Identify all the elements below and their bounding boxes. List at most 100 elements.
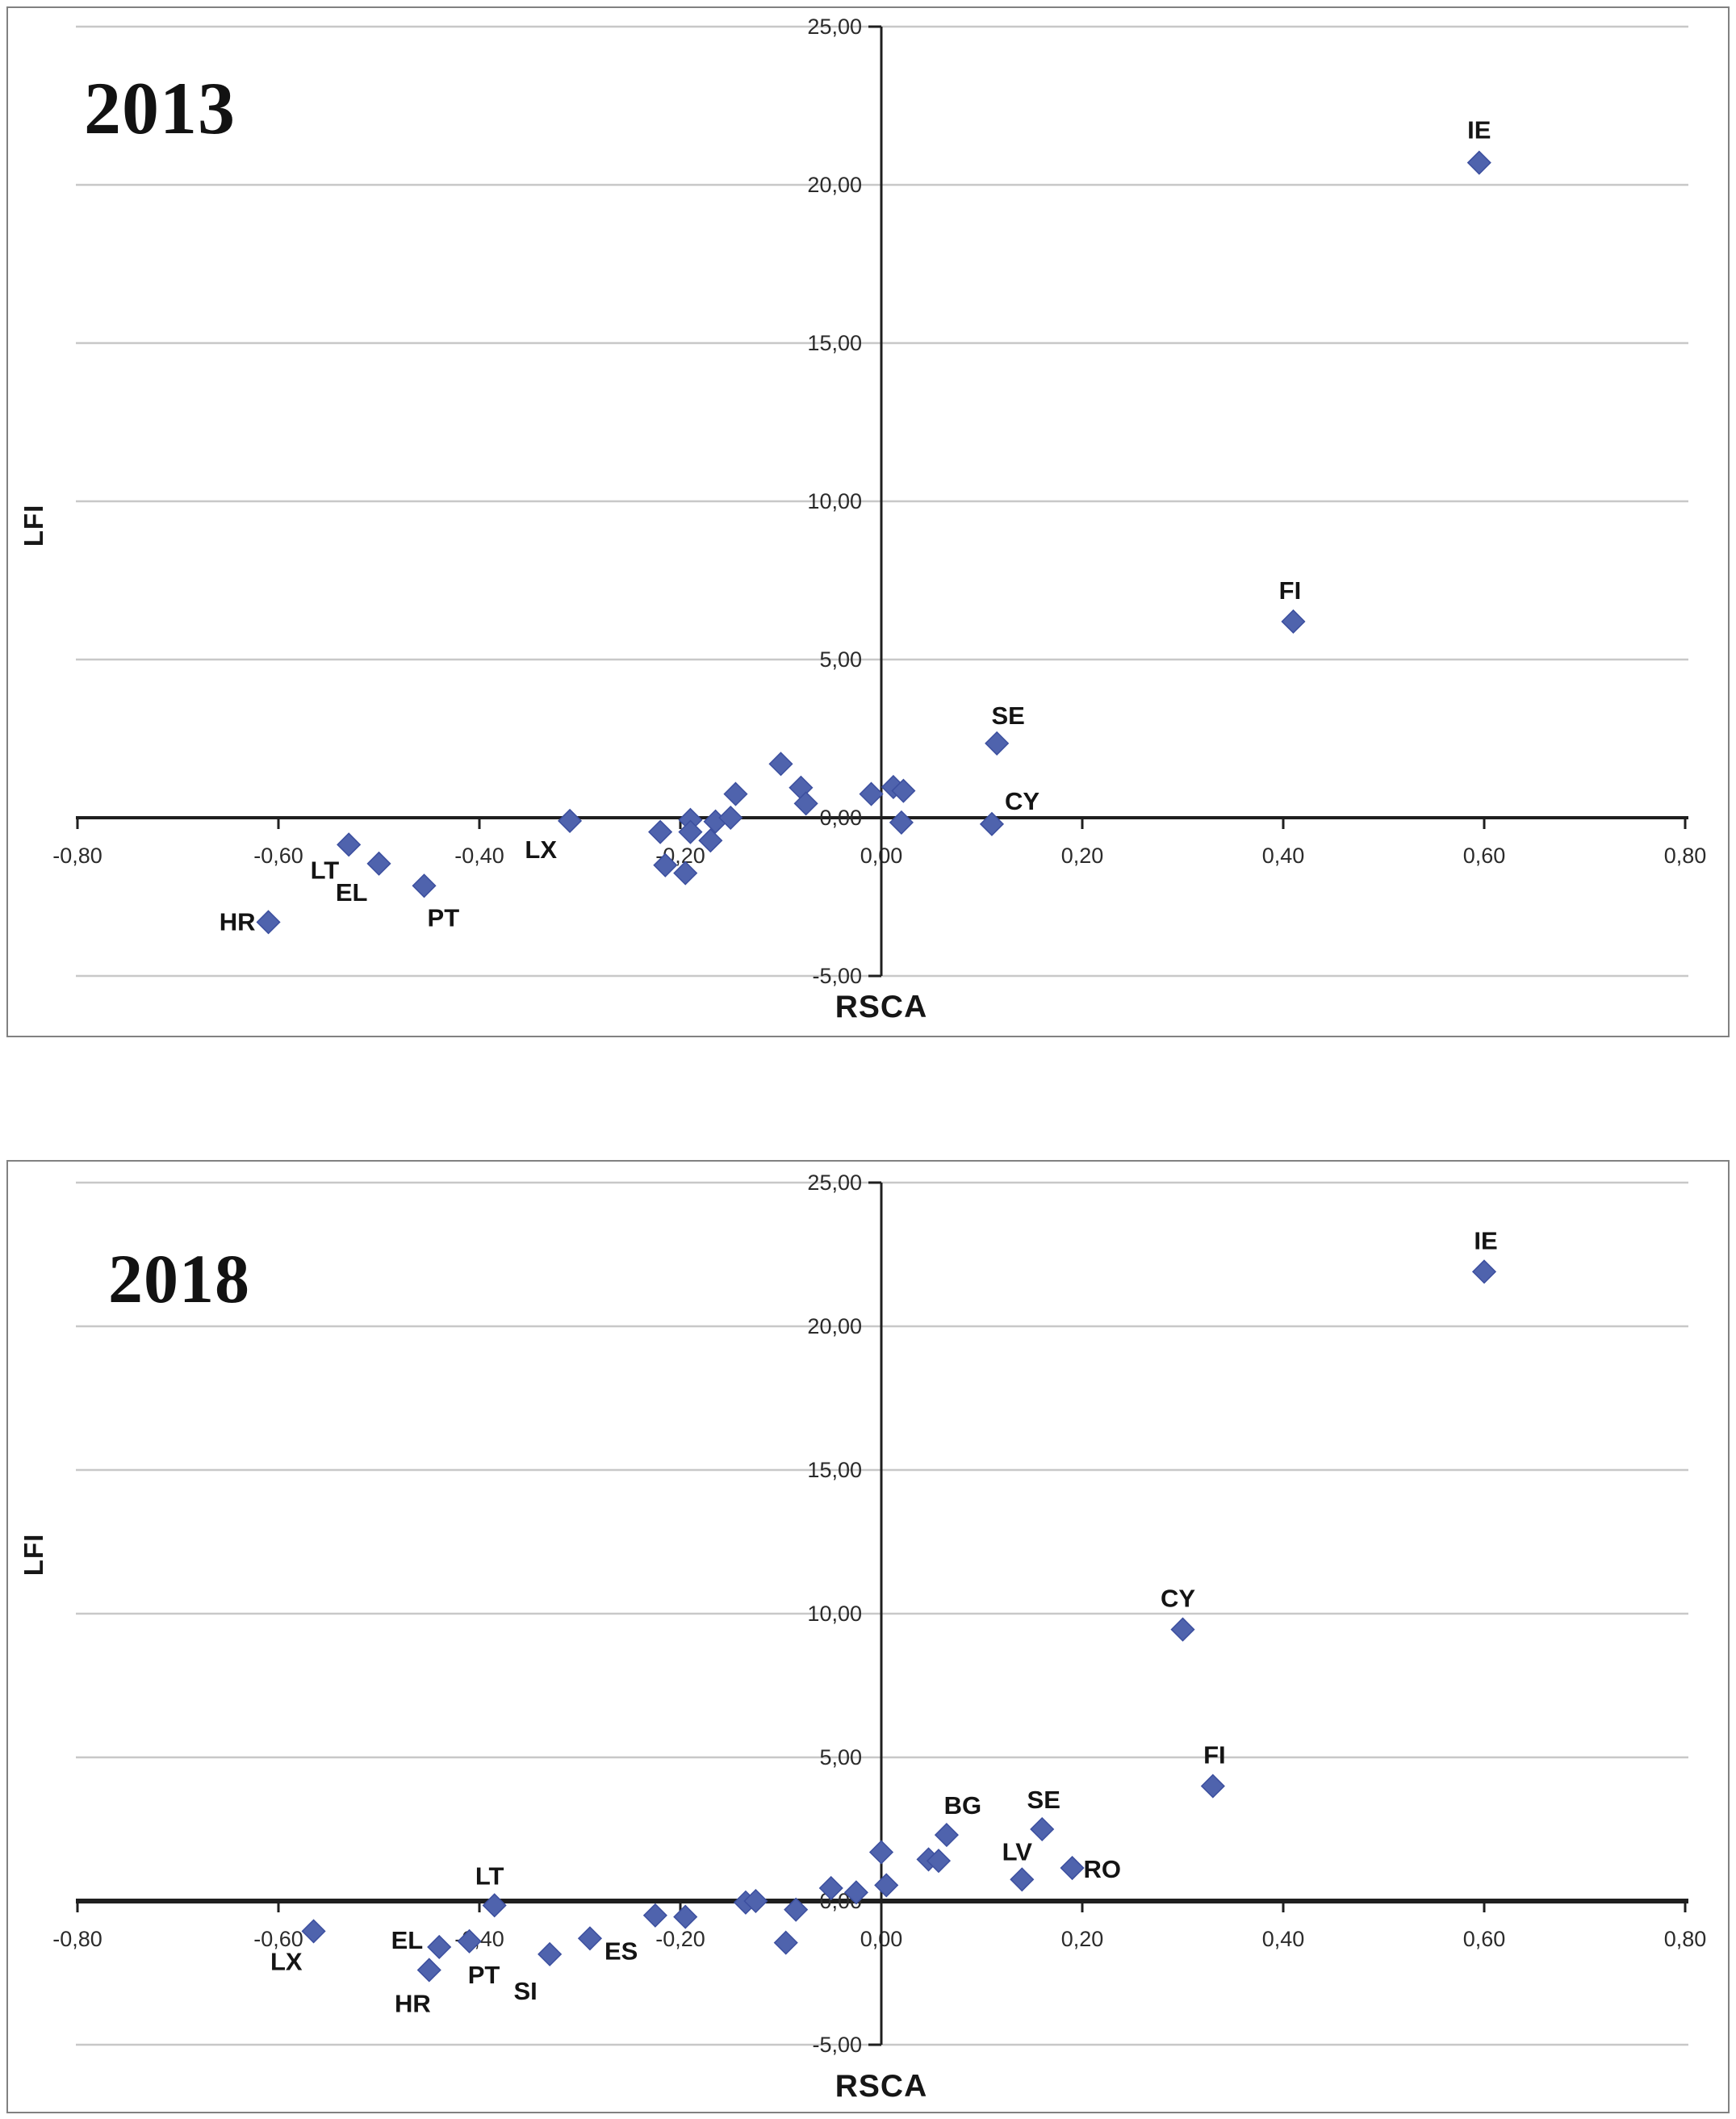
y-tick-label: 20,00 <box>807 173 862 197</box>
y-tick-label: 20,00 <box>807 1314 862 1338</box>
data-point <box>678 819 703 844</box>
y-tick-label: 5,00 <box>819 647 862 672</box>
data-point-IE <box>1466 150 1491 175</box>
data-point <box>926 1849 952 1874</box>
point-label-BG: BG <box>944 1791 982 1820</box>
point-label-HR: HR <box>220 907 256 936</box>
x-tick-label: -0,80 <box>52 844 102 868</box>
point-label-SE: SE <box>1027 1786 1060 1814</box>
point-label-LV: LV <box>1002 1837 1033 1866</box>
y-axis-title-2018: LFI <box>19 1533 48 1577</box>
x-tick-label: 0,60 <box>1463 1927 1506 1951</box>
scatter-plot-2018: -0,80 -0,60 -0,40 -0,20 0,00 0,20 0,40 0,60 0,80… <box>52 1170 1707 2057</box>
y-tick-label: 15,00 <box>807 331 862 355</box>
data-point <box>768 752 793 777</box>
x-tick-label: 0,40 <box>1262 1927 1305 1951</box>
data-point-LV <box>1010 1867 1035 1892</box>
x-tick-label: -0,80 <box>52 1927 102 1951</box>
x-tick-label: -0,60 <box>253 1927 303 1951</box>
x-axis-title-2013: RSCA <box>835 990 928 1024</box>
point-label-LX: LX <box>270 1947 303 1975</box>
data-point-PT <box>412 873 437 898</box>
x-tick-label: -0,60 <box>253 844 303 868</box>
data-point-LX <box>301 1919 326 1944</box>
data-point-HR <box>256 910 281 935</box>
data-point <box>743 1888 768 1914</box>
data-point-CY <box>979 811 1005 836</box>
data-point <box>889 810 914 835</box>
point-label-SI: SI <box>514 1977 538 2005</box>
x-tick-label: 0,80 <box>1664 844 1707 868</box>
point-label-PT: PT <box>428 903 460 932</box>
point-label-CY: CY <box>1005 787 1040 815</box>
data-point <box>653 852 678 877</box>
data-point-LX <box>557 808 583 833</box>
y-tick-label: 10,00 <box>807 1602 862 1626</box>
x-tick-label: 0,20 <box>1061 844 1104 868</box>
point-label-EL: EL <box>336 878 368 907</box>
x-tick-label: -0,20 <box>655 1927 705 1951</box>
data-point <box>698 828 723 853</box>
data-point-EL <box>427 1934 452 1960</box>
point-label-LT: LT <box>475 1861 504 1890</box>
data-point <box>793 791 818 816</box>
point-label-ES: ES <box>604 1937 638 1965</box>
data-point-FI <box>1200 1774 1225 1799</box>
y-tick-label: 0,00 <box>819 806 862 830</box>
data-point <box>818 1875 843 1901</box>
y-tick-label: 25,00 <box>807 1170 862 1195</box>
data-point-PT <box>457 1928 482 1954</box>
chart-panel-2018: -0,80 -0,60 -0,40 -0,20 0,00 0,20 0,40 0,60 0,80… <box>6 1160 1730 2113</box>
data-point <box>859 781 884 806</box>
x-axis-title-2018: RSCA <box>835 2069 928 2104</box>
data-point <box>673 861 698 886</box>
y-tick-label: 10,00 <box>807 489 862 513</box>
data-point-SE <box>985 731 1010 756</box>
scatter-plot-2013: -0,80 -0,60 -0,40 -0,20 0,00 0,20 0,40 0,60 0,80… <box>52 15 1707 988</box>
y-tick-label: 15,00 <box>807 1458 862 1482</box>
point-label-RO: RO <box>1084 1855 1122 1883</box>
y-tick-label: 25,00 <box>807 15 862 39</box>
data-point <box>723 781 748 806</box>
data-point-SI <box>538 1941 563 1966</box>
data-point-LT <box>337 832 362 857</box>
data-point-LT <box>482 1893 507 1918</box>
point-label-EL: EL <box>391 1926 424 1954</box>
data-point <box>843 1880 868 1905</box>
y-tick-label: -5,00 <box>812 2033 862 2057</box>
point-label-FI: FI <box>1203 1741 1226 1769</box>
point-label-IE: IE <box>1474 1226 1497 1254</box>
point-label-LT: LT <box>311 856 340 884</box>
point-label-FI: FI <box>1279 576 1302 605</box>
x-tick-label: -0,40 <box>454 844 504 868</box>
data-point <box>718 805 743 831</box>
y-tick-label: 5,00 <box>819 1745 862 1769</box>
data-point <box>874 1873 899 1898</box>
point-label-SE: SE <box>991 701 1024 730</box>
chart-title-2018: 2018 <box>108 1240 250 1317</box>
data-point <box>784 1897 809 1922</box>
data-point <box>868 1840 894 1865</box>
x-tick-label: 0,80 <box>1664 1927 1707 1951</box>
x-tick-label: 0,60 <box>1463 844 1506 868</box>
data-point-ES <box>577 1926 603 1951</box>
point-label-LX: LX <box>525 835 557 864</box>
data-point-CY <box>1170 1617 1195 1642</box>
data-point <box>642 1903 667 1928</box>
data-point-BG <box>934 1823 959 1848</box>
data-point-SE <box>1030 1816 1055 1842</box>
data-point <box>673 1904 698 1929</box>
data-point <box>773 1930 798 1955</box>
x-tick-label: 0,20 <box>1061 1927 1104 1951</box>
point-label-HR: HR <box>395 1989 431 2017</box>
data-point-IE <box>1471 1259 1497 1284</box>
y-axis-title-2013: LFI <box>19 504 48 547</box>
point-label-PT: PT <box>468 1961 500 1989</box>
data-point-FI <box>1281 609 1306 634</box>
x-tick-label: 0,40 <box>1262 844 1305 868</box>
data-point-EL <box>366 851 391 876</box>
point-label-IE: IE <box>1467 116 1491 144</box>
chart-panel-2013: -0,80 -0,60 -0,40 -0,20 0,00 0,20 0,40 0,60 0,80… <box>6 6 1730 1037</box>
data-point <box>648 819 673 844</box>
point-label-CY: CY <box>1161 1585 1195 1613</box>
